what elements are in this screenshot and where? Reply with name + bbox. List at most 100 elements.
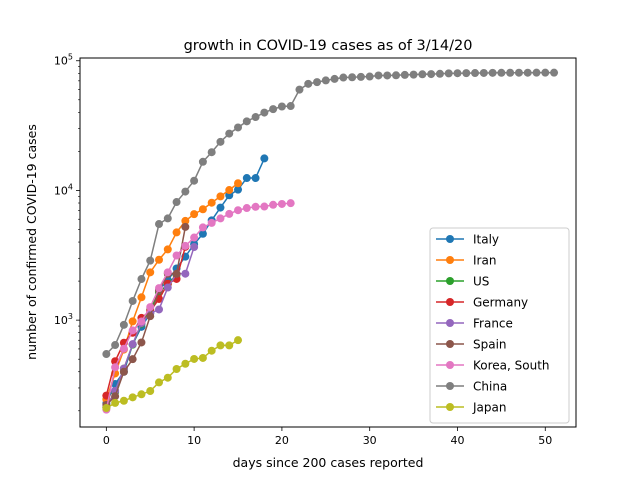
data-point [155,305,164,314]
data-point [137,390,146,399]
y-axis: 103 104 105 [54,53,80,412]
data-point [128,355,137,364]
legend-label: US [473,275,489,289]
data-point [198,229,207,238]
data-point [462,69,471,78]
data-point [111,363,120,372]
series-line [105,339,239,409]
legend-item: Japan [436,401,506,415]
data-point [400,70,409,79]
data-point [119,367,128,376]
x-tick-label: 40 [450,434,464,447]
data-point [102,350,111,359]
data-point [260,154,269,163]
data-point [365,72,374,81]
data-point [190,176,199,185]
legend-marker [446,277,454,285]
data-point [216,214,225,223]
legend-item: France [436,317,513,331]
data-point [216,341,225,350]
data-point [155,284,164,293]
legend-item: Germany [436,296,528,310]
x-tick-label: 20 [275,434,289,447]
x-tick-label: 30 [363,434,377,447]
data-point [181,187,190,196]
data-point [260,202,269,211]
data-point [506,68,515,77]
data-point [216,137,225,146]
legend-marker [446,340,454,348]
data-point [111,398,120,407]
data-point [418,70,427,79]
legend-label: Japan [472,401,506,415]
series-4 [102,243,199,412]
data-point [128,393,137,402]
data-point [111,341,120,350]
data-point [172,269,181,278]
data-point [277,102,286,111]
data-point [190,243,199,252]
data-point [392,71,401,80]
data-point [242,174,251,183]
data-point [190,354,199,363]
data-point [330,74,339,83]
data-point [146,268,155,277]
data-point [356,72,365,81]
data-point [146,387,155,396]
data-point [111,392,120,401]
data-point [251,202,260,211]
x-axis-label: days since 200 cases reported [233,455,424,470]
data-point [190,210,199,219]
data-point [234,206,243,215]
data-point [181,241,190,250]
series-line [105,182,239,400]
data-point [137,293,146,302]
data-point [225,209,234,218]
chart-title: growth in COVID-19 cases as of 3/14/20 [184,38,473,54]
y-axis-label: number of confirmed COVID-19 cases [24,124,39,360]
series-5 [102,222,190,409]
data-point [146,312,155,321]
data-point [163,283,172,292]
data-point [198,353,207,362]
legend-label: Spain [473,338,507,352]
series-8 [102,336,243,413]
data-point [242,204,251,213]
data-point [163,373,172,382]
series-line [105,71,555,355]
plot-series [102,68,559,414]
data-point [181,216,190,225]
data-point [172,198,181,207]
legend-label: Iran [473,254,496,268]
data-point [339,73,348,82]
data-point [269,200,278,209]
legend-item: Spain [436,338,507,352]
data-point [479,68,488,77]
legend-label: Korea, South [473,359,550,373]
data-point [409,70,418,79]
x-tick-label: 10 [187,434,201,447]
data-point [119,396,128,405]
data-point [190,233,199,242]
data-point [348,73,357,82]
data-point [163,214,172,223]
data-point [304,79,313,88]
legend-item: US [436,275,489,289]
legend-marker [446,319,454,327]
data-point [488,68,497,77]
data-point [128,296,137,305]
data-point [234,336,243,345]
legend-marker [446,382,454,390]
data-point [532,68,541,77]
legend-label: China [473,380,507,394]
data-point [550,68,559,77]
data-point [427,70,436,79]
legend-marker [446,403,454,411]
x-axis: 0 10 20 30 40 50 [103,427,552,447]
data-point [181,359,190,368]
data-point [453,69,462,78]
data-point [523,68,532,77]
data-point [497,68,506,77]
data-point [119,320,128,329]
